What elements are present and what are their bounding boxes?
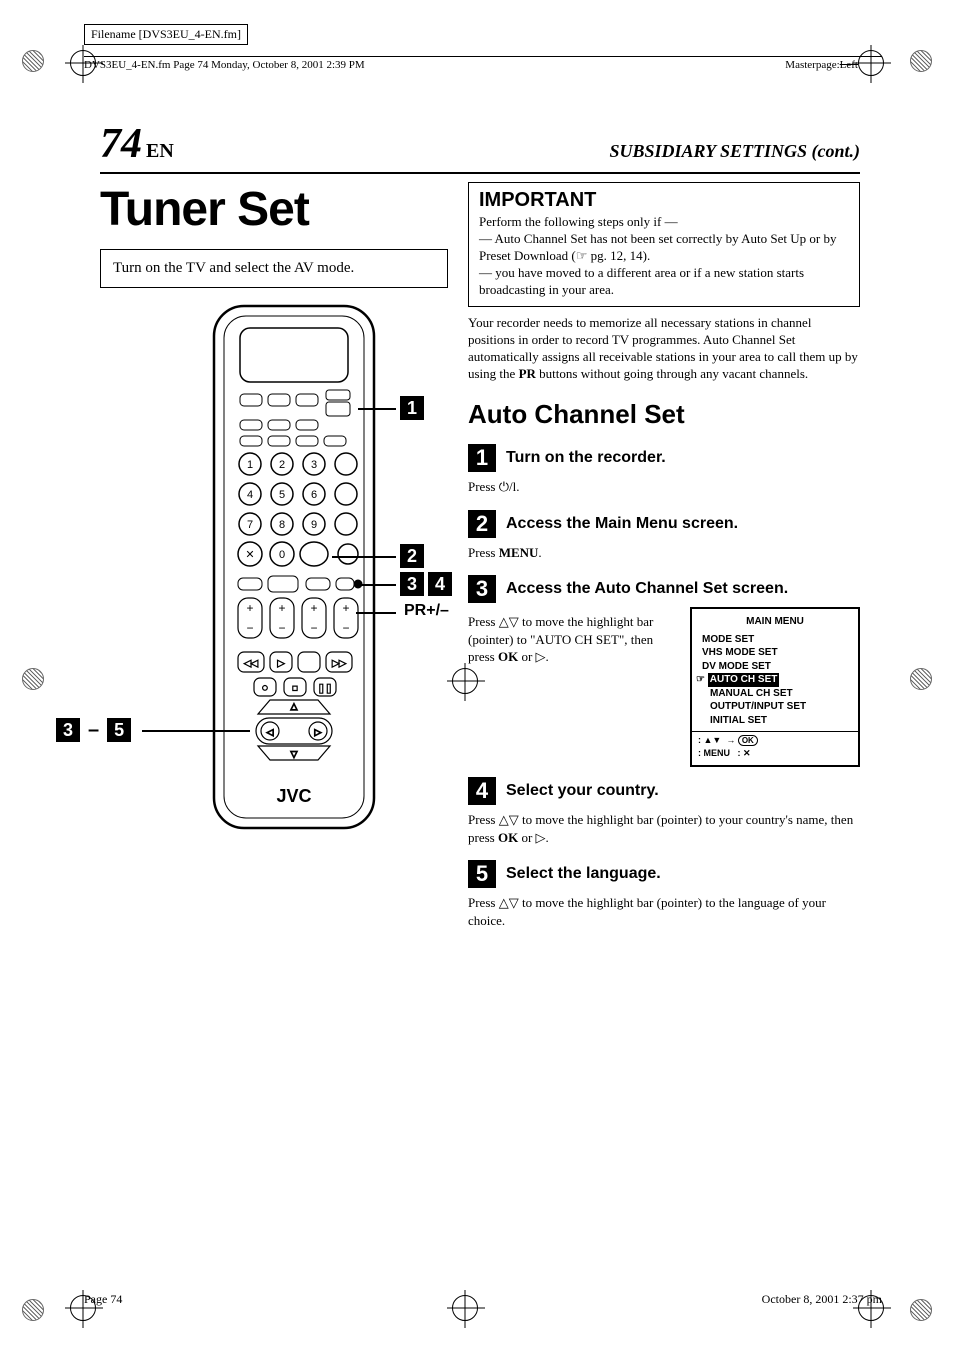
step-2-desc: Press MENU. (468, 544, 860, 562)
step-5-title: Select the language. (506, 865, 661, 883)
filename-box: Filename [DVS3EU_4-EN.fm] (84, 24, 248, 45)
svg-text:◀◀: ◀◀ (244, 658, 258, 668)
important-l3: — you have moved to a different area or … (479, 265, 849, 299)
svg-text:−: − (278, 621, 285, 635)
callout-prpm: PR+/– (400, 602, 449, 620)
svg-text:▽: ▽ (291, 749, 298, 759)
svg-text:5: 5 (279, 489, 285, 501)
step-2-title: Access the Main Menu screen. (506, 515, 738, 533)
intro-paragraph: Your recorder needs to memorize all nece… (468, 315, 860, 383)
svg-text:✕: ✕ (245, 549, 254, 561)
header-line: DVS3EU_4-EN.fm Page 74 Monday, October 8… (84, 56, 882, 71)
step-5: 5 Select the language. (468, 860, 860, 888)
svg-text:▶▶: ▶▶ (332, 658, 346, 668)
svg-text:0: 0 (279, 549, 285, 561)
svg-text:+: + (310, 601, 317, 615)
svg-text:+: + (246, 601, 253, 615)
svg-text:7: 7 (247, 519, 253, 531)
important-title: IMPORTANT (479, 189, 849, 212)
footer-left: Page 74 (84, 1292, 122, 1307)
svg-text:4: 4 (247, 489, 253, 501)
svg-text:●: ● (262, 682, 269, 694)
auto-channel-set-heading: Auto Channel Set (468, 399, 860, 430)
step-1-desc: Press /l. (468, 478, 860, 496)
svg-text:+: + (342, 601, 349, 615)
step-4-desc: Press to move the highlight bar (pointer… (468, 811, 860, 846)
section-title: SUBSIDIARY SETTINGS (cont.) (609, 141, 860, 162)
svg-text:■: ■ (292, 683, 297, 693)
main-title: Tuner Set (100, 182, 448, 237)
important-l2: — Auto Channel Set has not been set corr… (479, 231, 849, 265)
hatch-tl (22, 50, 44, 72)
step-2: 2 Access the Main Menu screen. (468, 510, 860, 538)
svg-text:3: 3 (311, 459, 317, 471)
callout-1: 1 (400, 396, 424, 420)
page-number: 74EN (100, 120, 174, 168)
brand-label: JVC (276, 786, 311, 806)
step-3-title: Access the Auto Channel Set screen. (506, 580, 788, 598)
svg-text:1: 1 (247, 459, 253, 471)
instruction-box: Turn on the TV and select the AV mode. (100, 249, 448, 288)
svg-text:−: − (246, 621, 253, 635)
remote-icon: 1 2 3 4 5 6 7 8 9 ✕ 0 (210, 302, 378, 832)
main-menu-screenshot: MAIN MENU MODE SET VHS MODE SET DV MODE … (690, 607, 860, 767)
top-bar: 74EN SUBSIDIARY SETTINGS (cont.) (100, 120, 860, 174)
svg-text:❚❚: ❚❚ (317, 683, 332, 694)
step-3-desc: Press to move the highlight bar (pointer… (468, 613, 678, 666)
footer-right: October 8, 2001 2:37 pm (762, 1292, 882, 1307)
svg-text:2: 2 (279, 459, 285, 471)
remote-diagram: 1 2 3 4 5 6 7 8 9 ✕ 0 (100, 302, 448, 842)
callout-34: 34 (400, 572, 452, 596)
svg-text:◁: ◁ (267, 727, 274, 737)
svg-text:+: + (278, 601, 285, 615)
svg-text:9: 9 (311, 519, 317, 531)
svg-text:−: − (342, 621, 349, 635)
svg-text:▷: ▷ (315, 727, 322, 737)
svg-text:6: 6 (311, 489, 317, 501)
important-box: IMPORTANT Perform the following steps on… (468, 182, 860, 307)
hatch-ml (22, 668, 44, 690)
step-3: 3 Access the Auto Channel Set screen. (468, 575, 860, 603)
hatch-mr (910, 668, 932, 690)
step-1: 1 Turn on the recorder. (468, 444, 860, 472)
hatch-bl (22, 1299, 44, 1321)
callout-35: 3–5 (56, 718, 131, 742)
step-5-desc: Press to move the highlight bar (pointer… (468, 894, 860, 929)
important-l1: Perform the following steps only if — (479, 214, 849, 231)
hatch-br (910, 1299, 932, 1321)
svg-text:▶: ▶ (278, 658, 285, 668)
step-4: 4 Select your country. (468, 777, 860, 805)
step-4-title: Select your country. (506, 782, 659, 800)
hatch-tr (910, 50, 932, 72)
svg-text:8: 8 (279, 519, 285, 531)
callout-2: 2 (400, 544, 424, 568)
svg-text:△: △ (291, 701, 298, 711)
svg-text:−: − (310, 621, 317, 635)
footer-line: Page 74 October 8, 2001 2:37 pm (84, 1292, 882, 1307)
header-right: Masterpage:Left (785, 59, 858, 71)
step-1-title: Turn on the recorder. (506, 449, 666, 467)
header-left: DVS3EU_4-EN.fm Page 74 Monday, October 8… (84, 59, 365, 71)
